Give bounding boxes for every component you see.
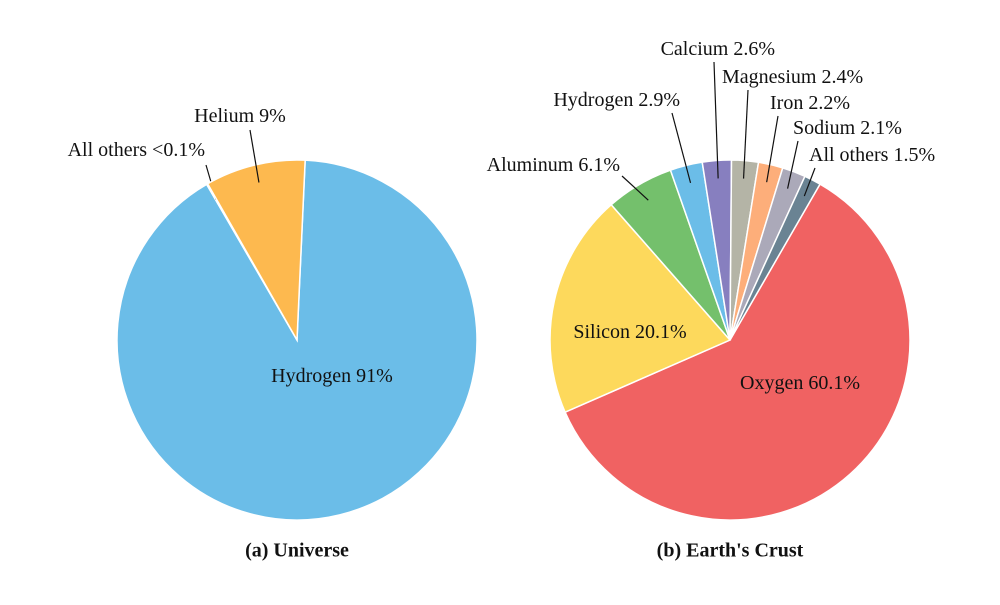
slice-label: Oxygen 60.1% [740, 372, 860, 394]
slice-label: Helium 9% [194, 105, 286, 127]
slice-name: Hydrogen [271, 365, 351, 387]
slice-value: 9% [259, 105, 286, 127]
slice-name: Hydrogen [553, 89, 633, 111]
slice-value: 1.5% [893, 144, 935, 166]
slice-name: Calcium [661, 38, 729, 60]
slice-name: Magnesium [722, 66, 817, 88]
slice-value: 6.1% [578, 154, 620, 176]
slice-label: Silicon 20.1% [573, 321, 686, 343]
slice-name: Helium [194, 105, 254, 127]
pie-slice [206, 159, 306, 343]
chart-title: (a) Universe [245, 540, 349, 562]
slice-name: Oxygen [740, 372, 803, 394]
leader-line [671, 112, 692, 184]
slice-value: 20.1% [635, 321, 687, 343]
pie-slice [549, 203, 732, 414]
slice-label: Sodium 2.1% [793, 117, 902, 139]
slice-value: 2.1% [860, 117, 902, 139]
slice-label: Magnesium 2.4% [722, 66, 863, 88]
pie-slice [564, 183, 911, 521]
slice-label: Hydrogen 91% [271, 365, 393, 387]
slice-label: Hydrogen 2.9% [553, 89, 680, 111]
slice-label: Iron 2.2% [770, 92, 850, 114]
slice-name: Aluminum [487, 154, 574, 176]
slice-name: All others [68, 139, 148, 161]
slice-label: All others 1.5% [809, 144, 935, 166]
slice-value: <0.1% [152, 139, 205, 161]
chart-title: (b) Earth's Crust [657, 540, 804, 562]
leader-line [766, 115, 779, 183]
slice-label: Calcium 2.6% [661, 38, 775, 60]
slice-label: All others <0.1% [68, 139, 205, 161]
slice-value: 60.1% [808, 372, 860, 394]
slice-value: 2.2% [808, 92, 850, 114]
slice-value: 2.9% [638, 89, 680, 111]
slice-value: 91% [356, 365, 393, 387]
slice-value: 2.4% [821, 66, 863, 88]
leader-line [742, 89, 749, 179]
leader-line [786, 140, 799, 189]
slice-name: Iron [770, 92, 803, 114]
slice-name: Sodium [793, 117, 856, 139]
leader-line [713, 61, 719, 179]
leader-line [249, 129, 260, 183]
slice-value: 2.6% [733, 38, 775, 60]
slice-name: Silicon [573, 321, 630, 343]
leader-line [621, 175, 649, 201]
slice-label: Aluminum 6.1% [487, 154, 620, 176]
pie-slice [729, 175, 822, 341]
slice-name: All others [809, 144, 889, 166]
leader-line [803, 167, 816, 197]
